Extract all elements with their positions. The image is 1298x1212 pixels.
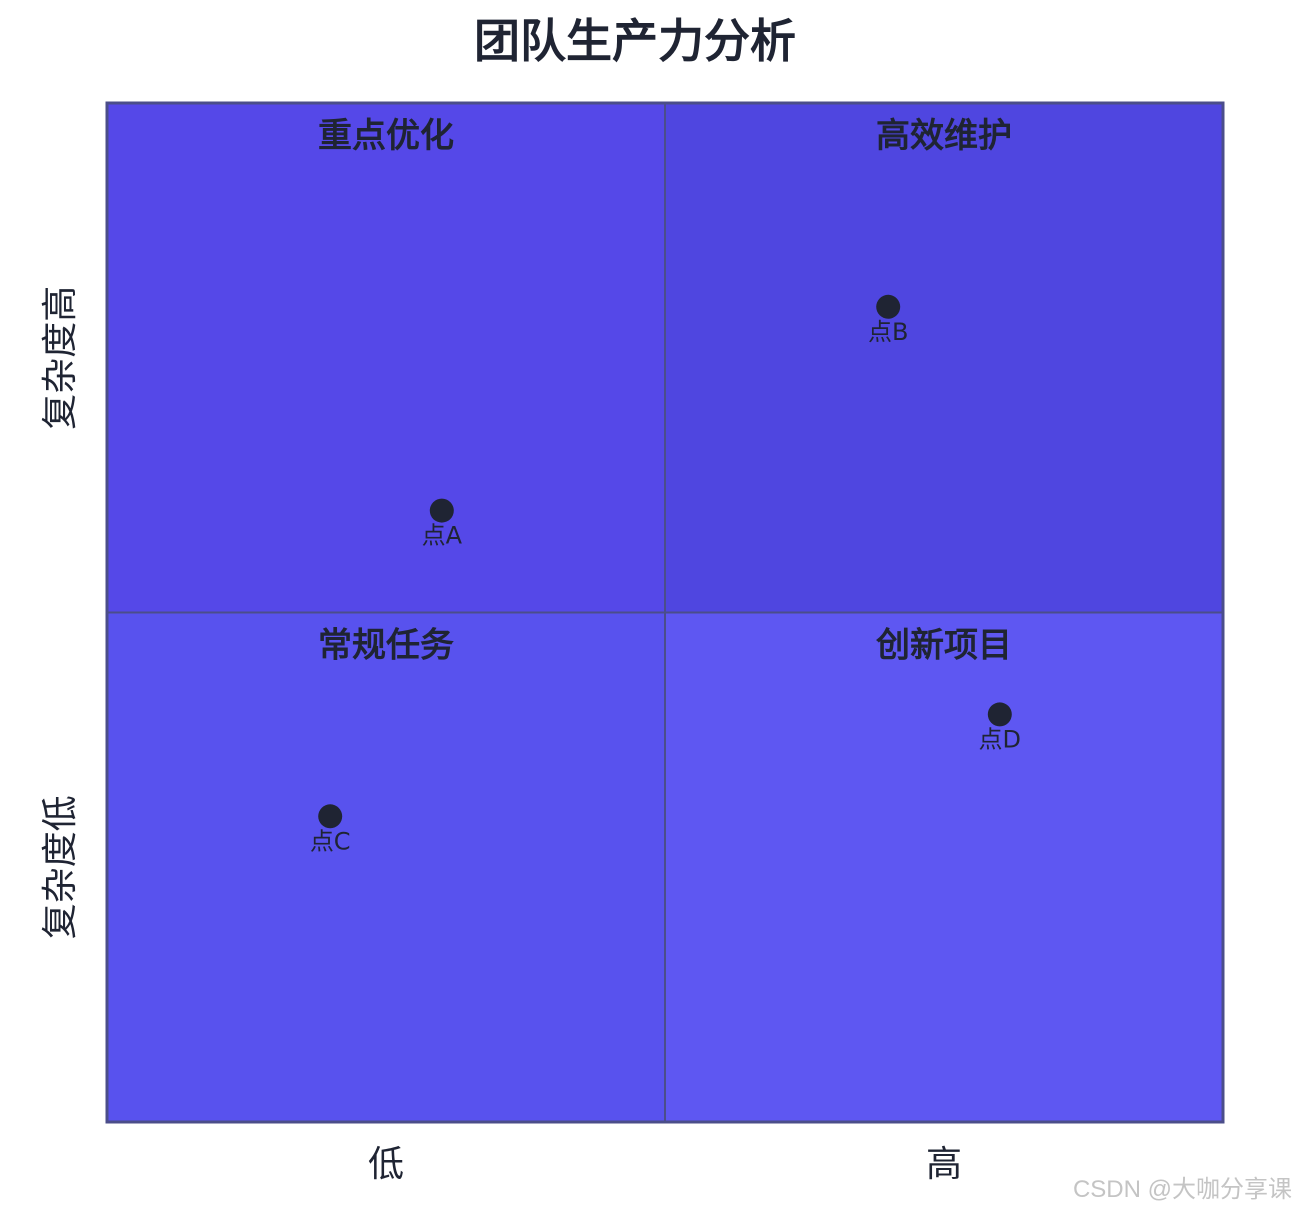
- data-point-label: 点B: [868, 318, 908, 346]
- data-point: [987, 702, 1012, 727]
- quadrant-top-left: [106, 102, 666, 614]
- data-point: [876, 294, 901, 319]
- quadrant-bottom-left: [106, 611, 666, 1123]
- x-axis-label: 低: [368, 1144, 404, 1185]
- data-point: [429, 498, 454, 523]
- x-axis-label: 高: [926, 1144, 962, 1185]
- plot-border: [105, 101, 1225, 1124]
- quadrant-label-bottom-left: 常规任务: [318, 626, 454, 666]
- y-axis-label: 复杂度低: [40, 795, 81, 939]
- quadrant-top-right: [664, 102, 1224, 614]
- quadrant-label-top-right: 高效维护: [876, 116, 1012, 156]
- quadrant-label-top-left: 重点优化: [318, 116, 454, 156]
- y-axis-label: 复杂度高: [40, 286, 81, 430]
- data-point: [318, 804, 343, 829]
- quadrant-label-bottom-right: 创新项目: [875, 626, 1012, 666]
- data-point-label: 点A: [422, 522, 463, 550]
- data-point-label: 点D: [979, 725, 1021, 753]
- data-point-label: 点C: [310, 827, 351, 855]
- watermark: CSDN @大咖分享课: [1072, 1176, 1292, 1203]
- chart-title: 团队生产力分析: [474, 14, 796, 68]
- quadrant-bottom-right: [664, 611, 1224, 1123]
